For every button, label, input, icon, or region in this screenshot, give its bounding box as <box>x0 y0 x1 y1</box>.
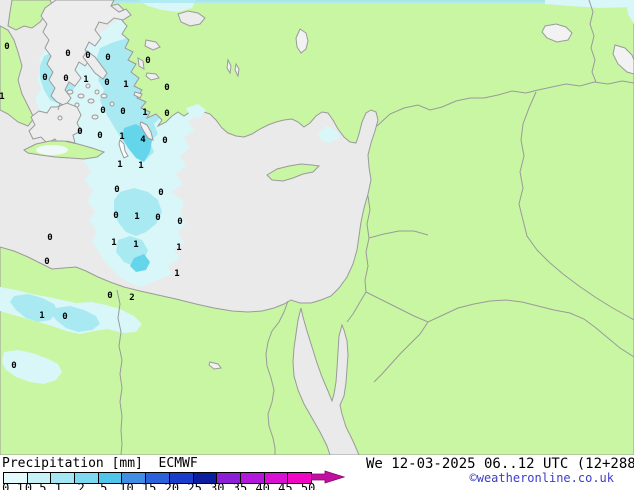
balkans-west-coast <box>0 25 35 127</box>
legend-segment <box>217 473 241 483</box>
legend-segment <box>4 473 28 483</box>
border-caucasus <box>588 0 597 83</box>
legend-parameter: Precipitation <box>2 456 104 471</box>
red-sea <box>292 307 360 455</box>
euboea <box>82 50 108 80</box>
border-saudi-west <box>373 321 429 383</box>
copyright: ©weatheronline.co.uk <box>469 471 615 485</box>
legend-overflow-arrow <box>311 470 345 484</box>
border-turkey-syria <box>376 80 634 127</box>
legend-tick: 50 <box>300 481 316 490</box>
legend-tick: 30 <box>210 481 225 490</box>
legend-tick: 1 <box>54 481 63 490</box>
islands-layer <box>57 39 161 159</box>
border-levant <box>346 195 371 323</box>
legend-segment <box>288 473 311 483</box>
forecast-datetime: We 12-03-2025 06..12 UTC (12+288 <box>366 456 634 472</box>
sea-of-marmara <box>177 10 206 27</box>
legend-tick: 0.1 <box>2 481 24 490</box>
legend-segment <box>146 473 170 483</box>
island-cyprus <box>266 163 321 182</box>
legend-segment <box>27 473 52 483</box>
legend-segment <box>51 473 76 483</box>
greece-layer <box>28 0 132 148</box>
legend-segment <box>240 473 265 483</box>
legend-tick: 45 <box>278 481 293 490</box>
legend-tick: 10 <box>119 481 134 490</box>
island-rhodes <box>139 121 154 141</box>
land-layer <box>0 0 634 455</box>
border-syria-iraq <box>518 91 634 321</box>
island-lesbos <box>144 39 161 51</box>
border-jordan-saudi <box>365 291 634 358</box>
border-libya-egypt <box>116 289 123 455</box>
precipitation-layer-land <box>0 0 634 384</box>
map-canvas <box>0 0 634 455</box>
legend-tick: 35 <box>232 481 248 490</box>
legend-segment <box>98 473 123 483</box>
mainland <box>0 0 634 455</box>
legend-tick: 2 <box>77 481 85 490</box>
border-jordan-syria <box>368 230 429 239</box>
legend-units: [mm] <box>111 456 143 471</box>
lakes-layer <box>177 10 634 370</box>
legend-segment <box>169 473 194 483</box>
legend-tick: 0.5 <box>24 481 47 490</box>
legend-segment <box>122 473 147 483</box>
legend-title: Precipitation [mm] ECMWF <box>2 456 198 471</box>
legend-segment <box>193 473 218 483</box>
lake-tuz <box>295 28 309 54</box>
legend-tick-labels: 0.1 0.5 1 2 5 10 15 20 25 30 35 40 45 50 <box>0 481 360 490</box>
legend-segment <box>264 473 289 483</box>
crete-precip-patch <box>36 145 68 155</box>
legend-segment <box>75 473 99 483</box>
island-karpathos <box>118 139 129 159</box>
legend-color-bar <box>3 472 312 484</box>
peloponnese <box>28 102 82 148</box>
legend-model: ECMWF <box>158 456 198 471</box>
island-kos <box>133 91 143 99</box>
legend-tick: 15 <box>141 481 157 490</box>
legend-tick: 20 <box>164 481 180 490</box>
lake-van <box>541 23 573 43</box>
legend-tick: 5 <box>100 481 108 490</box>
legend-tick: 40 <box>255 481 270 490</box>
nile-river <box>265 300 289 455</box>
island-chios <box>137 57 145 70</box>
island-samos <box>145 72 160 81</box>
legend-tick: 25 <box>187 481 202 490</box>
borders-layer <box>116 0 634 455</box>
